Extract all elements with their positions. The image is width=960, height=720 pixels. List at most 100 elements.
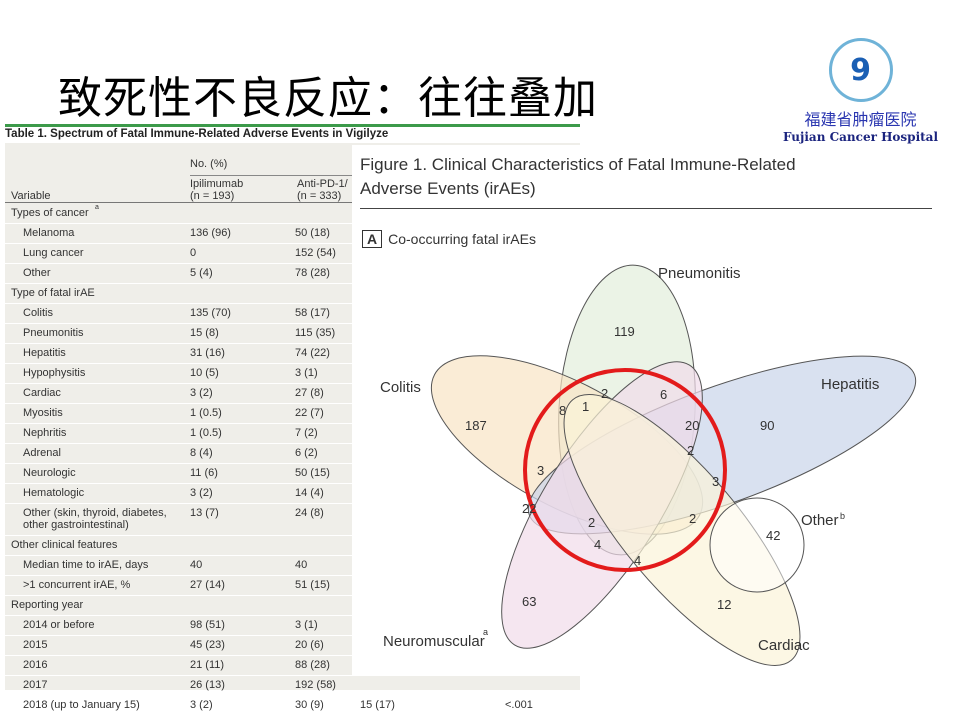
overlap-count: 6 <box>660 387 667 402</box>
label-cardiac: Cardiac <box>758 637 810 654</box>
cell-value: 27 (8) <box>295 387 324 399</box>
cell-value: 50 (15) <box>295 467 330 479</box>
table-row: Cardiac 3 (2) 27 (8) <box>5 384 580 404</box>
cell-value: 152 (54) <box>295 247 336 259</box>
table-section-row: Other clinical features <box>5 536 580 556</box>
table-row: Neurologic 11 (6) 50 (15) <box>5 464 580 484</box>
row-label: Hypophysitis <box>23 367 86 379</box>
cell-value: 13 (7) <box>190 507 219 519</box>
cell-value: 27 (14) <box>190 579 225 591</box>
row-label: Colitis <box>23 307 53 319</box>
cell-value: 98 (51) <box>190 619 225 631</box>
overlap-count: 8 <box>559 403 566 418</box>
row-label: 2016 <box>23 659 48 671</box>
row-label: Other clinical features <box>11 539 118 551</box>
table-section-row: Type of fatal irAE <box>5 284 580 304</box>
cell-value: 51 (15) <box>295 579 330 591</box>
panel-a-title: A Co-occurring fatal irAEs <box>362 230 536 248</box>
divider <box>5 124 580 127</box>
figure-title-line1: Figure 1. Clinical Characteristics of Fa… <box>360 155 796 174</box>
row-label: Hematologic <box>23 487 85 499</box>
cell-value: 1 (0.5) <box>190 427 222 439</box>
row-label: Other (skin, thyroid, diabetes, other ga… <box>23 507 167 531</box>
cell-value: 11 (6) <box>190 467 218 479</box>
cell-value: 136 (96) <box>190 227 231 239</box>
overlap-count: 2 <box>687 443 694 458</box>
label-other: Other <box>801 512 839 529</box>
table-section-row: Reporting year <box>5 596 580 616</box>
cell-value: 26 (13) <box>190 679 225 691</box>
col-ipilimumab-n: (n = 193) <box>190 190 235 202</box>
label-colitis: Colitis <box>380 379 421 396</box>
cell-value: 7 (2) <box>295 427 318 439</box>
cell-value: 20 (6) <box>295 639 324 651</box>
col-antipd1-n: (n = 333) <box>297 190 342 202</box>
cell-value: 6 (2) <box>295 447 318 459</box>
table-row: Other (skin, thyroid, diabetes, other ga… <box>5 504 580 536</box>
table-row: Hypophysitis 10 (5) 3 (1) <box>5 364 580 384</box>
cell-value: 8 (4) <box>190 447 213 459</box>
row-label: Adrenal <box>23 447 61 459</box>
cell-value: 45 (23) <box>190 639 225 651</box>
table-caption: Table 1. Spectrum of Fatal Immune-Relate… <box>5 128 580 143</box>
cell-value: 15 (17) <box>360 699 395 711</box>
col-antipd1: Anti-PD-1/ <box>297 178 348 190</box>
cell-value: 21 (11) <box>190 659 225 671</box>
highlight-circle <box>523 368 727 572</box>
row-label: Pneumonitis <box>23 327 84 339</box>
cell-value: 40 <box>190 559 203 571</box>
label-pneumonitis: Pneumonitis <box>658 265 741 282</box>
cell-value: 15 (8) <box>190 327 219 339</box>
overlap-count: 22 <box>522 501 536 516</box>
set-other <box>709 497 805 593</box>
table-row: Other 5 (4) 78 (28) <box>5 264 580 284</box>
count-other: 42 <box>766 528 780 543</box>
cell-value: 74 (22) <box>295 347 330 359</box>
row-label: Type of fatal irAE <box>11 287 95 299</box>
cell-value: 40 <box>295 559 308 571</box>
panel-letter: A <box>362 230 383 248</box>
row-label: 2017 <box>23 679 48 691</box>
label-neuromuscular: Neuromuscular <box>383 633 485 650</box>
row-label: Other <box>23 267 51 279</box>
row-label: Lung cancer <box>23 247 84 259</box>
table-row: 2015 45 (23) 20 (6) <box>5 636 580 656</box>
overlap-count: 2 <box>689 511 696 526</box>
table-row: Myositis 1 (0.5) 22 (7) <box>5 404 580 424</box>
cell-value: 78 (28) <box>295 267 330 279</box>
overlap-count: 4 <box>594 537 601 552</box>
label-hepatitis: Hepatitis <box>821 376 879 393</box>
sup-neuromuscular: a <box>483 627 488 637</box>
table-row: Colitis 135 (70) 58 (17) <box>5 304 580 324</box>
count-neuromuscular: 63 <box>522 594 536 609</box>
cell-value: 3 (2) <box>190 487 213 499</box>
row-label: Cardiac <box>23 387 61 399</box>
cell-value: 50 (18) <box>295 227 330 239</box>
venn-diagram: Pneumonitis Colitis Hepatitis Neuromuscu… <box>380 264 917 666</box>
slide-title: 致死性不良反应：往往叠加 <box>58 73 598 124</box>
overlap-count: 2 <box>601 386 608 401</box>
row-label-sup: a <box>95 204 99 211</box>
cell-value: 24 (8) <box>295 507 324 519</box>
overlap-count: 2 <box>588 515 595 530</box>
cell-value: 5 (4) <box>190 267 213 279</box>
table-row: Lung cancer 0 152 (54) <box>5 244 580 264</box>
overlap-count: 3 <box>537 463 544 478</box>
table-row: Melanoma 136 (96) 50 (18) <box>5 224 580 244</box>
table-row: >1 concurrent irAE, % 27 (14) 51 (15) <box>5 576 580 596</box>
divider <box>360 208 932 209</box>
hospital-seal-icon: 9 <box>828 38 893 102</box>
table-row: Adrenal 8 (4) 6 (2) <box>5 444 580 464</box>
table-section-row: Types of cancer a <box>5 204 580 224</box>
col-variable: Variable <box>11 190 51 202</box>
row-label: Types of cancer <box>11 207 89 219</box>
cell-value: 88 (28) <box>295 659 330 671</box>
table-row: Pneumonitis 15 (8) 115 (35) <box>5 324 580 344</box>
count-pneumonitis: 119 <box>614 324 635 339</box>
cell-value: 3 (1) <box>295 619 318 631</box>
cell-value: 3 (2) <box>190 699 213 711</box>
cell-value: 192 (58) <box>295 679 336 691</box>
row-label: 2014 or before <box>23 619 95 631</box>
count-colitis: 187 <box>465 418 487 433</box>
table-row: Hematologic 3 (2) 14 (4) <box>5 484 580 504</box>
